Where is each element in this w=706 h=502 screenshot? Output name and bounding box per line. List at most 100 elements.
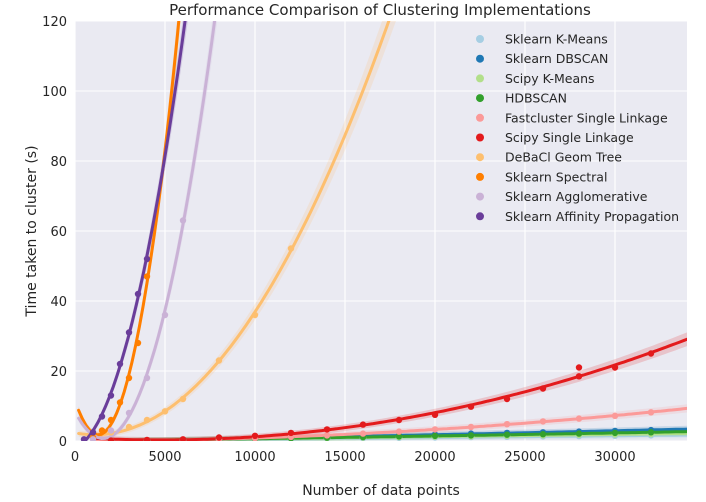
- data-point: [395, 416, 403, 424]
- legend-marker: [476, 153, 484, 162]
- legend-label: Scipy K-Means: [505, 71, 595, 86]
- y-tick-label: 100: [42, 85, 67, 100]
- data-point: [107, 416, 115, 424]
- y-axis-label: Time taken to cluster (s): [24, 145, 40, 317]
- data-point: [161, 408, 169, 415]
- data-point: [179, 436, 187, 441]
- x-tick-label: 30000: [594, 450, 635, 465]
- data-point: [125, 374, 133, 382]
- data-point: [431, 426, 439, 433]
- data-point: [143, 436, 151, 441]
- fit-line: [95, 337, 687, 441]
- data-points: [80, 217, 655, 441]
- legend-label: Sklearn Agglomerative: [505, 189, 648, 204]
- data-point: [395, 428, 403, 435]
- data-point: [107, 427, 115, 434]
- data-point: [575, 430, 583, 437]
- x-tick-label: 20000: [414, 450, 455, 465]
- legend: Sklearn K-Means Sklearn DBSCAN Scipy K-Mea…: [476, 32, 679, 224]
- data-point: [431, 432, 439, 440]
- data-point: [125, 423, 133, 431]
- x-tick-label: 0: [71, 450, 79, 465]
- y-tick-labels: 0 20 40 60 80 100 120: [42, 15, 67, 450]
- legend-marker: [476, 54, 484, 63]
- confidence-band: [96, 404, 687, 441]
- data-point: [251, 311, 259, 319]
- y-tick-label: 60: [50, 225, 67, 240]
- legend-label: HDBSCAN: [505, 91, 567, 106]
- legend-label: Sklearn Affinity Propagation: [505, 209, 679, 224]
- data-point: [287, 429, 295, 437]
- x-tick-label: 5000: [148, 450, 181, 465]
- fit-line: [77, 21, 217, 441]
- data-point: [116, 399, 124, 406]
- data-point: [125, 409, 133, 417]
- data-point: [539, 431, 547, 438]
- data-point: [503, 431, 511, 438]
- legend-marker: [476, 35, 484, 43]
- data-point: [287, 245, 295, 252]
- y-tick-label: 0: [59, 435, 67, 450]
- data-point: [467, 403, 475, 410]
- data-point: [143, 273, 151, 280]
- x-tick-label: 15000: [324, 450, 365, 465]
- data-point: [503, 421, 511, 428]
- data-point: [116, 360, 124, 368]
- confidence-band: [81, 21, 188, 441]
- legend-label: Sklearn Spectral: [505, 169, 607, 184]
- data-point: [134, 290, 142, 298]
- data-point: [80, 436, 88, 441]
- legend-marker: [476, 212, 484, 221]
- chart-title: Performance Comparison of Clustering Imp…: [169, 1, 591, 19]
- data-point: [323, 426, 331, 433]
- legend-marker: [476, 172, 484, 181]
- data-point: [215, 434, 223, 441]
- x-tick-labels: 0 5000 10000 15000 20000 25000 30000: [71, 450, 636, 465]
- data-point: [611, 429, 619, 437]
- x-tick-label: 25000: [504, 450, 545, 465]
- data-point: [503, 395, 511, 403]
- legend-marker: [476, 94, 484, 103]
- data-point: [179, 217, 187, 224]
- legend-label: Sklearn K-Means: [505, 32, 608, 47]
- data-point: [161, 311, 169, 319]
- data-point: [179, 395, 187, 403]
- data-point: [611, 412, 619, 419]
- legend-label: Fastcluster Single Linkage: [505, 110, 668, 125]
- data-point: [89, 436, 97, 441]
- data-point: [98, 413, 106, 420]
- data-point: [575, 364, 583, 371]
- data-point: [647, 429, 655, 436]
- data-point: [251, 432, 259, 439]
- data-point: [359, 430, 367, 437]
- data-point: [467, 423, 475, 431]
- data-point: [323, 432, 331, 439]
- data-point: [98, 427, 106, 434]
- data-point: [143, 416, 151, 424]
- data-point: [143, 374, 151, 382]
- legend-label: Scipy Single Linkage: [505, 130, 634, 145]
- data-point: [107, 437, 115, 441]
- data-point: [539, 418, 547, 425]
- legend-marker: [476, 74, 484, 83]
- legend-marker: [476, 113, 484, 122]
- data-point: [539, 385, 547, 392]
- legend-label: Sklearn DBSCAN: [505, 51, 608, 66]
- fit-line: [82, 21, 187, 441]
- legend-marker: [476, 192, 484, 201]
- x-axis-label: Number of data points: [302, 483, 460, 499]
- x-tick-label: 10000: [234, 450, 275, 465]
- data-point: [611, 364, 619, 371]
- legend-label: DeBaCl Geom Tree: [505, 150, 622, 165]
- y-tick-label: 80: [50, 155, 67, 170]
- data-point: [107, 392, 115, 399]
- y-tick-label: 120: [42, 15, 67, 30]
- data-point: [467, 432, 475, 439]
- fit-lines: [77, 21, 687, 441]
- data-point: [575, 373, 583, 380]
- legend-marker: [476, 133, 484, 142]
- data-point: [431, 411, 439, 418]
- data-point: [395, 433, 403, 440]
- data-point: [143, 255, 151, 263]
- data-point: [89, 429, 97, 436]
